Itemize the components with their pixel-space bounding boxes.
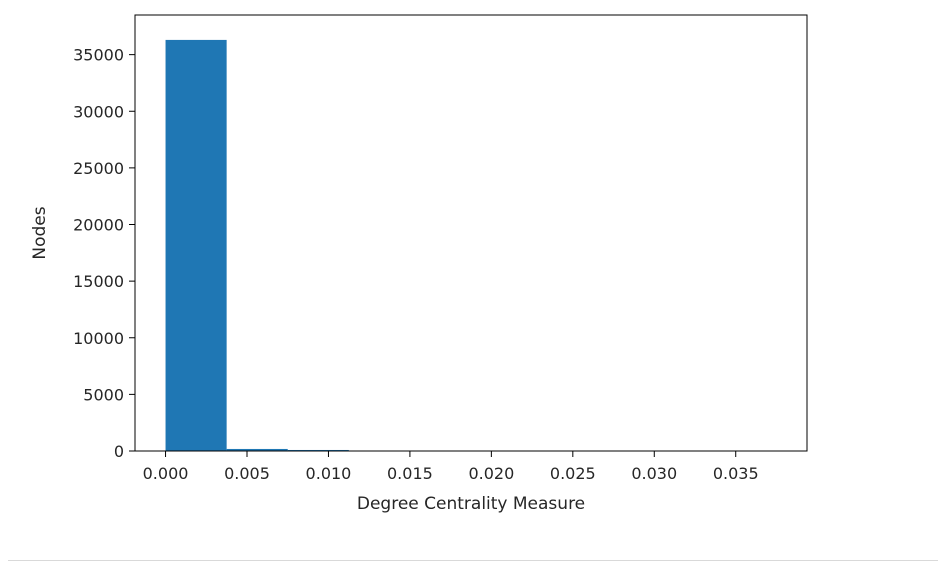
- x-tick-label: 0.000: [143, 464, 189, 483]
- x-tick-label: 0.025: [550, 464, 596, 483]
- x-tick-label: 0.020: [468, 464, 514, 483]
- x-axis-label: Degree Centrality Measure: [357, 494, 585, 514]
- x-tick-label: 0.010: [306, 464, 352, 483]
- x-tick-label: 0.035: [713, 464, 759, 483]
- y-axis-ticks: 0 5000 10000 15000 20000 25000 30000 35000: [73, 46, 135, 461]
- y-tick-label: 10000: [73, 329, 124, 348]
- divider-line: [8, 560, 938, 561]
- x-tick-label: 0.015: [387, 464, 433, 483]
- y-tick-label: 25000: [73, 159, 124, 178]
- x-tick-label: 0.030: [631, 464, 677, 483]
- y-tick-label: 35000: [73, 46, 124, 65]
- y-tick-label: 20000: [73, 216, 124, 235]
- y-tick-label: 0: [114, 442, 124, 461]
- bars-layer: [165, 39, 777, 452]
- histogram-bar: [165, 39, 227, 452]
- y-axis-label: Nodes: [30, 206, 50, 259]
- y-tick-label: 15000: [73, 272, 124, 291]
- histogram-bar: [287, 449, 349, 451]
- histogram-bar: [226, 448, 288, 451]
- y-tick-label: 30000: [73, 102, 124, 121]
- x-axis-ticks: 0.000 0.005 0.010 0.015 0.020 0.025 0.030 0.035: [143, 451, 759, 483]
- y-tick-label: 5000: [83, 385, 124, 404]
- plot-frame: [134, 14, 808, 452]
- x-tick-label: 0.005: [224, 464, 270, 483]
